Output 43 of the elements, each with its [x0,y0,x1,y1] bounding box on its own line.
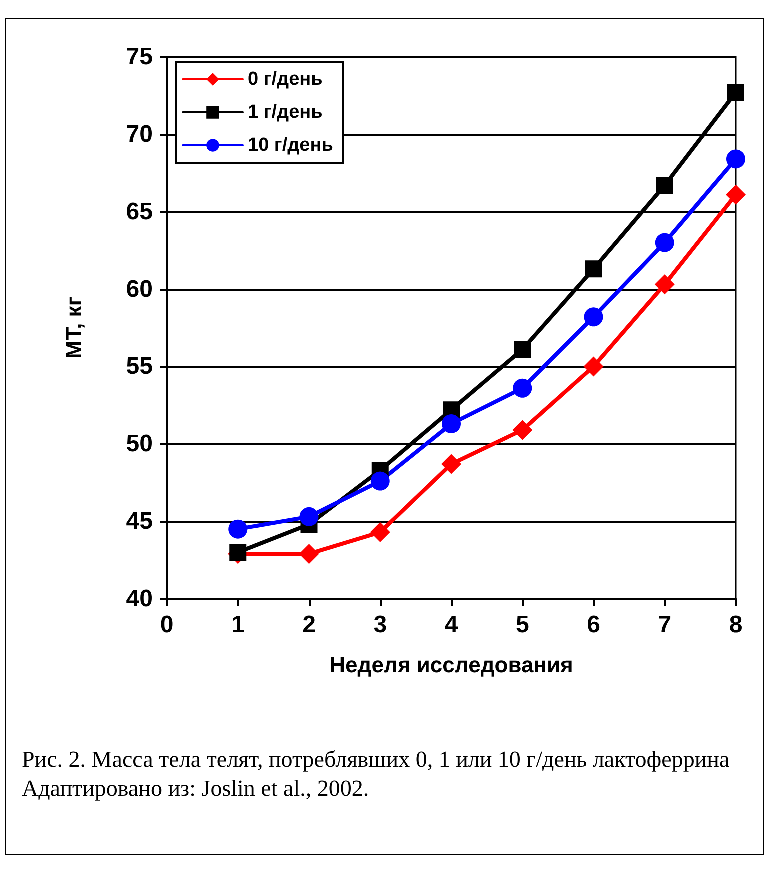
legend-label: 10 г/день [248,135,334,156]
legend-label: 1 г/день [248,102,323,123]
point [228,520,248,539]
point [370,472,390,491]
y-tick-label: 60 [126,276,153,303]
x-tick-label: 3 [374,612,388,638]
point [512,420,533,440]
x-tick-label: 1 [231,612,245,638]
point [442,454,462,474]
point [728,84,744,102]
y-tick-label: 70 [126,120,153,148]
point [726,184,746,205]
x-tick-label: 8 [729,612,743,638]
point [726,150,746,169]
point [655,233,674,252]
point [300,507,319,526]
point [370,522,390,542]
x-tick-label: 0 [160,612,174,638]
point [513,378,532,398]
x-axis-title: Неделя исследования [330,652,574,678]
legend-label: 0 г/день [248,69,323,90]
x-tick-label: 7 [658,612,672,638]
y-tick-label: 45 [126,508,153,536]
point [654,274,675,295]
x-tick-label: 4 [444,612,459,638]
y-tick-label: 75 [126,44,153,70]
point [299,544,320,564]
point [514,341,532,358]
text: Адаптировано из: Joslin et al., 2002. [22,775,370,803]
text: Рис. 2. Масса тела телят, потреблявших 0, 1 или 10 г/день лактоферрина [22,746,731,774]
point [442,414,461,434]
point [584,308,604,327]
y-tick-label: 50 [126,430,153,458]
y-tick-label: 40 [126,586,153,612]
y-tick-label: 65 [126,198,153,226]
x-tick-label: 2 [302,612,316,638]
point [585,260,602,278]
x-tick-label: 6 [587,612,600,638]
y-axis-title: МТ, кг [62,297,86,359]
point [584,356,604,377]
y-tick-label: 55 [126,353,153,380]
point [656,177,674,194]
x-tick-label: 5 [516,612,530,638]
